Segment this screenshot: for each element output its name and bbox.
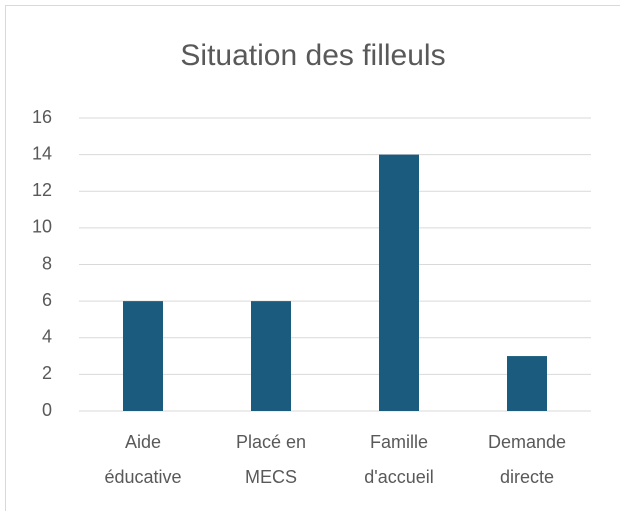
x-tick-label: Famille d'accueil — [364, 432, 434, 487]
y-tick-label: 0 — [42, 400, 52, 420]
y-tick-label: 14 — [32, 143, 52, 163]
y-tick-label: 4 — [42, 327, 52, 347]
y-tick-label: 16 — [32, 107, 52, 127]
y-tick-label: 2 — [42, 363, 52, 383]
y-tick-label: 10 — [32, 217, 52, 237]
chart-title: Situation des filleuls — [180, 39, 445, 72]
bar — [251, 301, 291, 411]
x-tick-label: Aide éducative — [104, 432, 182, 487]
y-tick-label: 8 — [42, 253, 52, 273]
y-tick-label: 6 — [42, 290, 52, 310]
bar — [123, 301, 163, 411]
chart-border — [5, 5, 620, 511]
x-tick-label: Placé en MECS — [235, 432, 307, 487]
y-tick-label: 12 — [32, 180, 52, 200]
x-tick-label: Demande directe — [487, 432, 567, 487]
bar — [507, 356, 547, 411]
bar — [379, 154, 419, 411]
